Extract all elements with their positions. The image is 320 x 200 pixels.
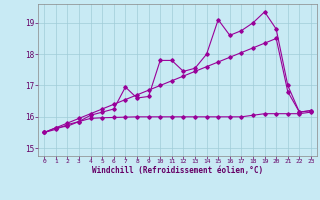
X-axis label: Windchill (Refroidissement éolien,°C): Windchill (Refroidissement éolien,°C): [92, 166, 263, 175]
